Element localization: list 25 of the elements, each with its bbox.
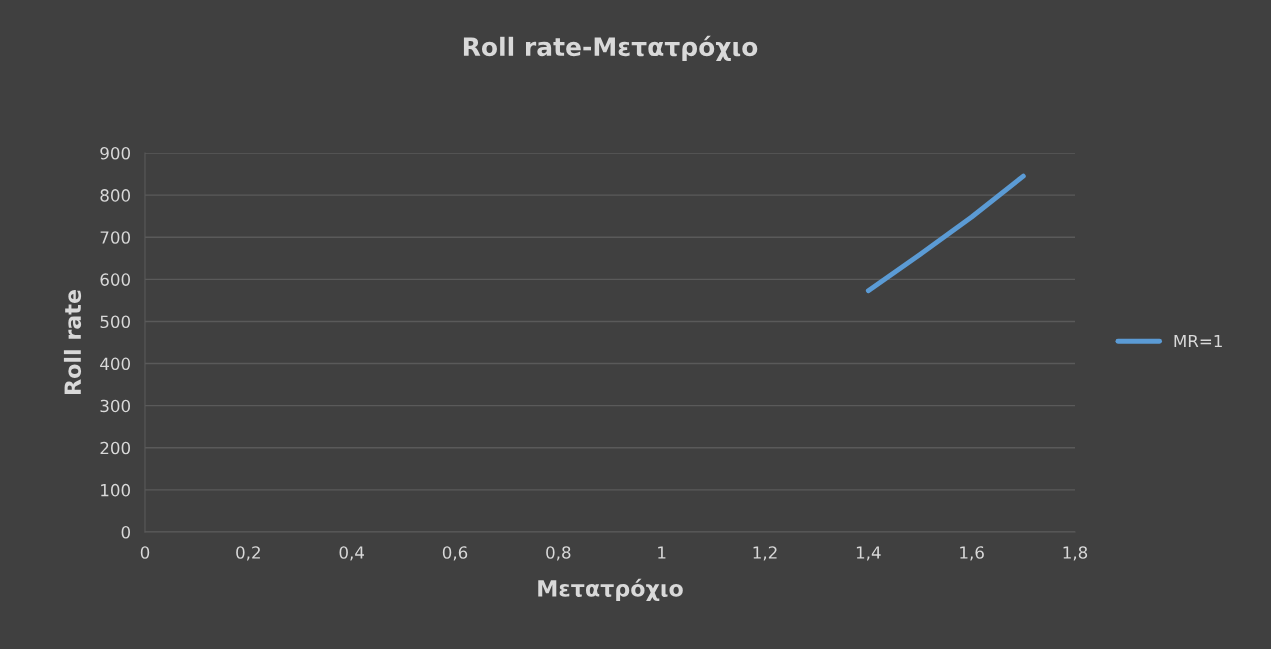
- y-tick-label: 0: [121, 525, 130, 539]
- x-tick-label: 1,6: [960, 546, 984, 561]
- y-tick-label: 600: [100, 273, 130, 286]
- x-tick-label: 1: [658, 546, 666, 559]
- x-tick-label: 0,6: [442, 546, 468, 561]
- y-tick-label: 400: [100, 357, 130, 371]
- y-axis-title: Roll rate: [63, 290, 82, 394]
- y-tick-label: 500: [100, 315, 130, 329]
- x-tick-label: 0,8: [546, 546, 571, 561]
- y-tick-label: 100: [101, 483, 130, 497]
- y-tick-label: 700: [100, 231, 130, 244]
- y-tick-label: 200: [100, 441, 130, 455]
- x-tick-label: 1,8: [1063, 546, 1088, 561]
- legend-label: MR=1: [1174, 334, 1222, 348]
- y-tick-label: 800: [100, 189, 130, 202]
- x-tick-label: 1,4: [856, 546, 881, 561]
- x-tick-label: 0: [140, 546, 150, 559]
- x-tick-label: 1,2: [753, 546, 777, 561]
- x-tick-label: 0,4: [339, 546, 364, 561]
- line-series: [865, 173, 1026, 294]
- y-tick-label: 300: [100, 399, 130, 413]
- x-axis-title: Μετατρόχιο: [538, 578, 683, 602]
- chart-title: Roll rate-Μετατρόχιο: [463, 35, 758, 61]
- x-tick-label: 0,2: [236, 546, 260, 561]
- y-tick-label: 900: [100, 146, 130, 160]
